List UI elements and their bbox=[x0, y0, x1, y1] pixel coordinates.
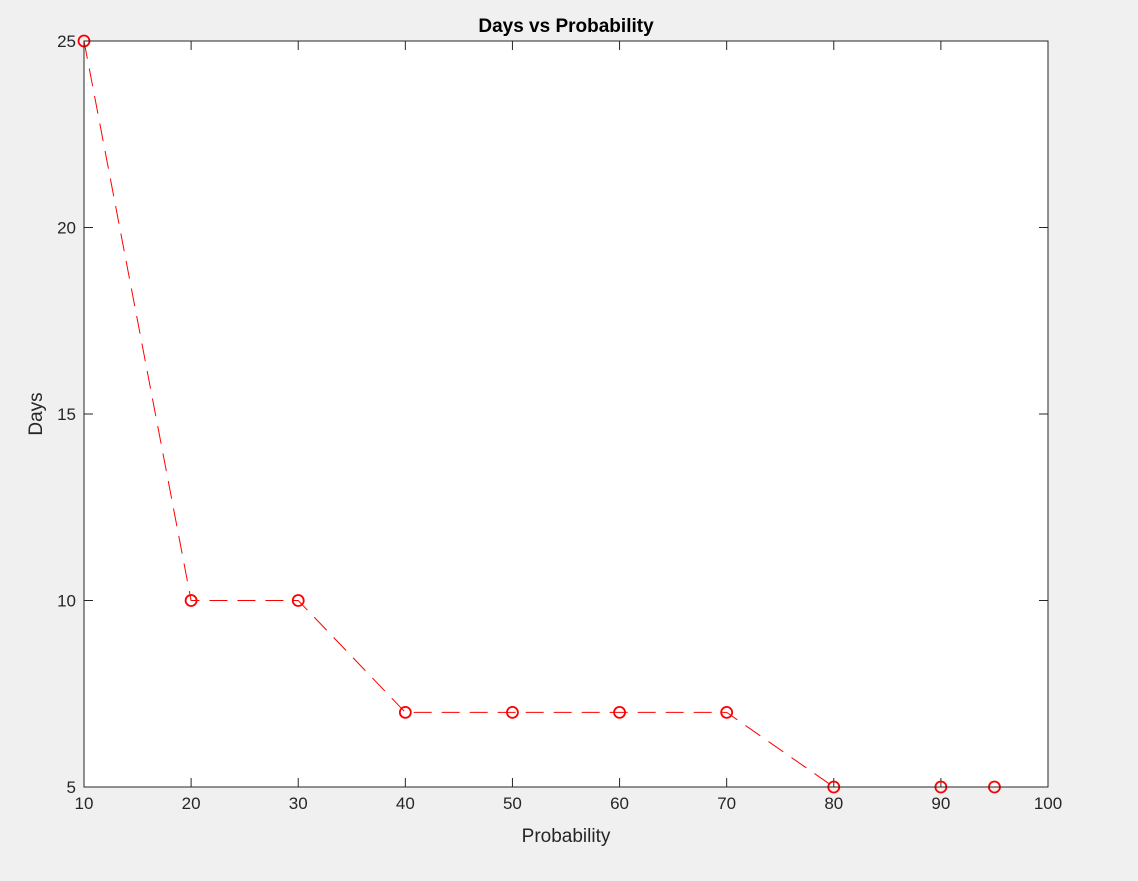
y-tick-label: 25 bbox=[57, 32, 76, 51]
y-axis-label: Days bbox=[26, 392, 47, 435]
x-tick-label: 60 bbox=[610, 794, 629, 813]
x-tick-label: 80 bbox=[824, 794, 843, 813]
x-tick-label: 90 bbox=[931, 794, 950, 813]
data-point-marker bbox=[291, 594, 305, 607]
series-layer bbox=[77, 34, 1001, 794]
data-point-marker bbox=[398, 706, 412, 719]
data-point-marker bbox=[720, 706, 734, 719]
y-tick-label: 5 bbox=[67, 778, 76, 797]
series-line bbox=[83, 40, 995, 788]
y-tick-label: 15 bbox=[57, 405, 76, 424]
x-tick-label: 100 bbox=[1034, 794, 1062, 813]
x-tick-label: 20 bbox=[182, 794, 201, 813]
axes-box bbox=[83, 40, 1049, 788]
x-tick-label: 40 bbox=[396, 794, 415, 813]
x-tick-label: 50 bbox=[503, 794, 522, 813]
x-tick-label: 30 bbox=[289, 794, 308, 813]
x-axis-label: Probability bbox=[522, 826, 611, 847]
x-tick-label: 10 bbox=[75, 794, 94, 813]
data-point-marker bbox=[184, 594, 198, 607]
y-tick-label: 20 bbox=[57, 219, 76, 238]
data-point-marker bbox=[506, 706, 519, 719]
x-tick-label: 70 bbox=[717, 794, 736, 813]
y-tick-label: 10 bbox=[57, 592, 76, 611]
data-point-marker bbox=[613, 706, 626, 719]
chart-title: Days vs Probability bbox=[478, 16, 654, 37]
axes-background bbox=[84, 41, 1048, 787]
